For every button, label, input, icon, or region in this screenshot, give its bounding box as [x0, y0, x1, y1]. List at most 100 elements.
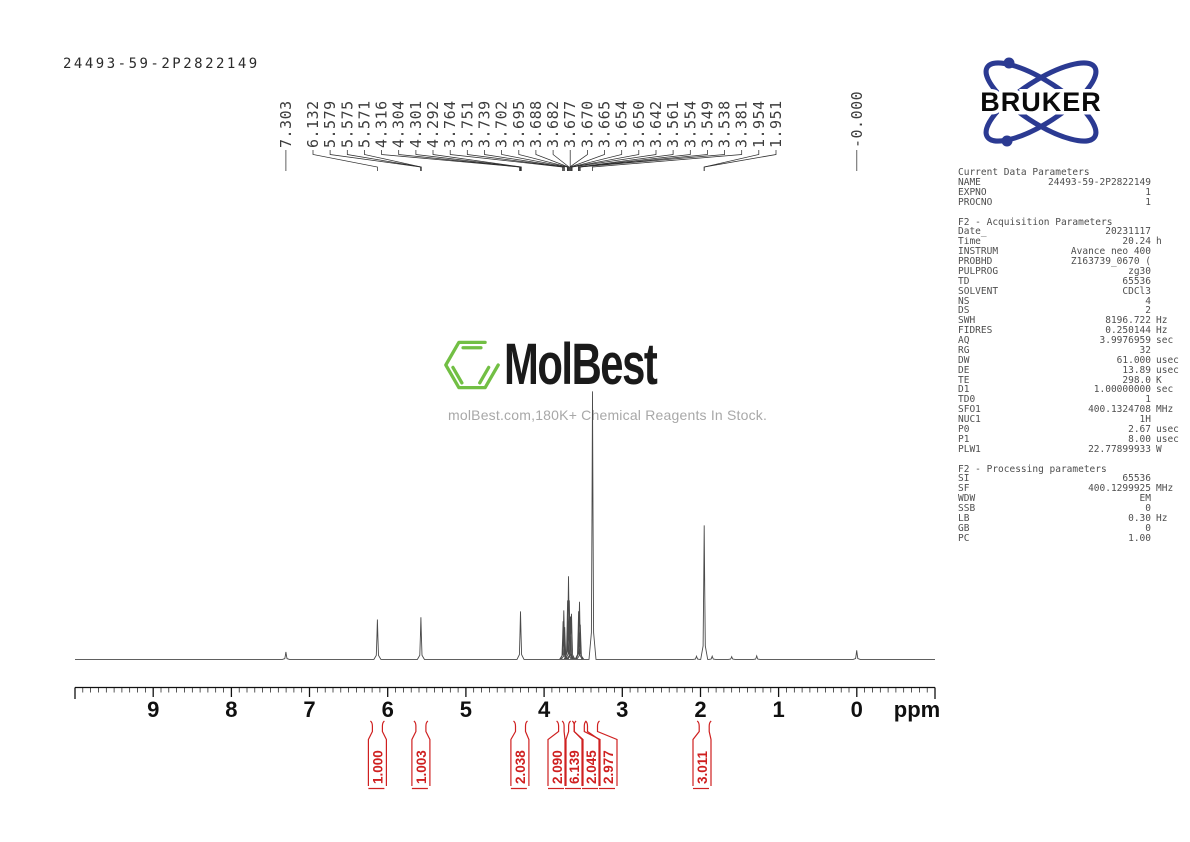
param-name: PROBHD — [958, 257, 993, 267]
peak-label-connector — [578, 150, 674, 171]
integral-bracket-right — [425, 720, 431, 786]
integral-value: 1.003 — [414, 750, 429, 784]
peak-label: 3.549 — [698, 100, 716, 148]
param-val: CDCl3 — [1122, 285, 1151, 297]
param-row: PROBHD Z163739_0670 ( — [958, 257, 1190, 267]
molbest-hexagon-icon — [444, 340, 500, 390]
param-name: TE — [958, 375, 970, 386]
integral-value: 1.000 — [370, 750, 385, 784]
peak-label: 3.561 — [664, 100, 682, 148]
param-name: Time — [958, 237, 981, 248]
param-row: EXPNO 1 — [958, 187, 1190, 198]
param-unit: usec — [1156, 423, 1179, 435]
param-row: TD 65536 — [958, 276, 1190, 287]
param-row: TE 298.0 K — [958, 374, 1190, 386]
param-row: SSB 0 — [958, 504, 1190, 514]
peak-label-connector — [329, 150, 421, 171]
x-axis-tick-label: 2 — [694, 697, 706, 722]
peak-label-connector — [501, 150, 568, 171]
param-unit — [1151, 247, 1190, 257]
param-name: SF — [958, 484, 970, 495]
param-unit — [1151, 494, 1190, 504]
param-row: NS 4 — [958, 296, 1190, 307]
x-axis-tick-label: 9 — [147, 697, 159, 722]
param-row: PULPROG zg30 — [958, 266, 1190, 277]
param-val: 8.00 — [1128, 433, 1151, 445]
peak-label: 3.702 — [493, 100, 511, 148]
peak-label-connector — [364, 150, 422, 171]
param-unit: Hz — [1156, 325, 1168, 337]
param-unit: W — [1156, 443, 1162, 455]
param-val: 8196.722 — [1105, 315, 1151, 327]
peak-label: 3.642 — [647, 100, 665, 148]
param-row: SWH 8196.722 Hz — [958, 316, 1190, 326]
param-val: 20.24 — [1122, 236, 1151, 248]
peak-label: 3.695 — [510, 100, 528, 148]
peak-label-connector — [415, 150, 521, 171]
param-val: 24493-59-2P2822149 — [1048, 176, 1151, 188]
param-unit: usec — [1156, 364, 1179, 376]
integral-value: 6.139 — [567, 750, 582, 784]
integral-bracket-left — [561, 720, 566, 786]
peak-label: 5.571 — [355, 100, 373, 148]
x-axis-tick-label: 7 — [303, 697, 315, 722]
peak-label: 3.654 — [613, 100, 631, 148]
param-row: NAME 24493-59-2P2822149 — [958, 176, 1190, 188]
peak-label-connector — [552, 150, 570, 171]
x-axis-endcaps — [74, 687, 936, 699]
param-unit: usec — [1156, 354, 1179, 366]
peak-label: 5.579 — [321, 100, 339, 148]
sample-id: 24493-59-2P2822149 — [63, 56, 260, 72]
integral-value: 2.045 — [584, 750, 599, 784]
x-axis-tick-label: 1 — [772, 697, 784, 722]
bruker-logo: BRUKER — [977, 57, 1104, 147]
integral-bracket-right — [524, 720, 530, 786]
peak-label-connector — [571, 150, 657, 171]
param-val: 3.9976959 — [1099, 335, 1151, 346]
integral-bracket-left — [547, 720, 560, 786]
bruker-orbit-dot-icon — [1003, 57, 1015, 69]
peak-label-connector — [592, 150, 743, 171]
param-unit: sec — [1156, 384, 1174, 396]
param-name: DW — [958, 355, 970, 366]
param-unit — [1151, 257, 1190, 267]
param-section: F2 - Acquisition Parameters Date_ 20231117… — [958, 217, 1190, 455]
param-val: 1 — [1145, 196, 1151, 208]
molbest-brand-text: MolBest — [504, 332, 658, 397]
molbest-logo-row: MolBest — [444, 336, 774, 394]
param-val: 13.89 — [1122, 364, 1151, 376]
parameters-panel: Current Data Parameters NAME 24493-59-2P28… — [958, 168, 1190, 554]
param-row: DW 61.000 usec — [958, 354, 1190, 366]
param-row: SOLVENT CDCl3 — [958, 285, 1190, 297]
peak-label: 6.132 — [304, 100, 322, 148]
bruker-orbit-dot-icon — [1001, 135, 1013, 147]
param-unit — [1151, 188, 1190, 198]
peak-label-connector — [569, 150, 605, 171]
peak-label: 4.301 — [407, 100, 425, 148]
peak-label-connector — [535, 150, 569, 171]
param-name: PC — [958, 533, 970, 544]
param-name: PULPROG — [958, 266, 999, 277]
x-axis-tick-label: 6 — [382, 697, 394, 722]
param-unit — [1151, 267, 1190, 277]
integral-value: 2.090 — [550, 750, 565, 784]
param-row: PROCNO 1 — [958, 196, 1190, 208]
param-section-title: Current Data Parameters — [958, 167, 1090, 178]
param-section-title: F2 - Processing parameters — [958, 463, 1107, 475]
param-unit: Hz — [1156, 315, 1168, 327]
param-name: TD0 — [958, 395, 976, 406]
param-unit: K — [1156, 374, 1162, 386]
param-val: 298.0 — [1122, 374, 1151, 386]
param-val: 1.00000000 — [1093, 384, 1151, 396]
param-name: NAME — [958, 177, 981, 188]
integral-bracket-right — [565, 720, 571, 786]
peak-label-connector — [346, 150, 422, 171]
integral-bracket-left — [510, 720, 517, 786]
peak-label: 3.688 — [527, 100, 545, 148]
integral-value: 2.977 — [601, 750, 616, 784]
param-row: Time 20.24 h — [958, 237, 1190, 247]
x-axis-tick-label: 0 — [851, 697, 863, 722]
x-axis-tick-label: 5 — [460, 697, 472, 722]
param-val: 0 — [1145, 503, 1151, 514]
param-unit: MHz — [1156, 483, 1174, 495]
